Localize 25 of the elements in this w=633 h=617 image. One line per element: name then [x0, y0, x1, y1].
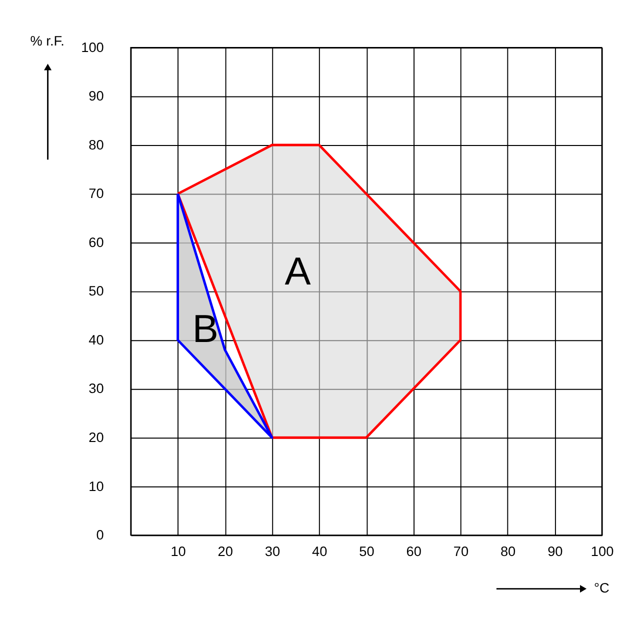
y-tick-label: 30 — [88, 381, 104, 396]
x-tick-label: 80 — [500, 544, 516, 560]
x-axis-title: °C — [594, 580, 610, 596]
x-tick-label: 90 — [548, 544, 564, 560]
y-tick-label: 40 — [88, 332, 104, 348]
y-tick-label: 20 — [88, 430, 104, 446]
y-tick-label: 50 — [88, 284, 104, 299]
y-tick-label: 10 — [88, 478, 104, 494]
x-tick-label: 50 — [359, 544, 375, 560]
x-tick-label: 100 — [590, 544, 614, 560]
series-label: B — [192, 308, 218, 352]
series-label: A — [284, 250, 311, 294]
x-tick-label: 70 — [453, 544, 469, 560]
x-tick-label: 30 — [264, 544, 281, 560]
y-tick-label: 90 — [88, 88, 104, 104]
y-tick-label: 60 — [88, 234, 104, 250]
y-tick-label: 70 — [88, 186, 104, 202]
x-tick-label: 10 — [170, 544, 186, 560]
y-tick-label: 0 — [96, 528, 104, 543]
y-tick-label: 100 — [81, 40, 104, 55]
y-tick-label: 80 — [88, 137, 104, 152]
x-tick-label: 60 — [406, 544, 422, 560]
y-axis-title: % r.F. — [30, 34, 64, 49]
x-tick-label: 40 — [312, 544, 328, 560]
x-tick-label: 20 — [218, 544, 234, 560]
